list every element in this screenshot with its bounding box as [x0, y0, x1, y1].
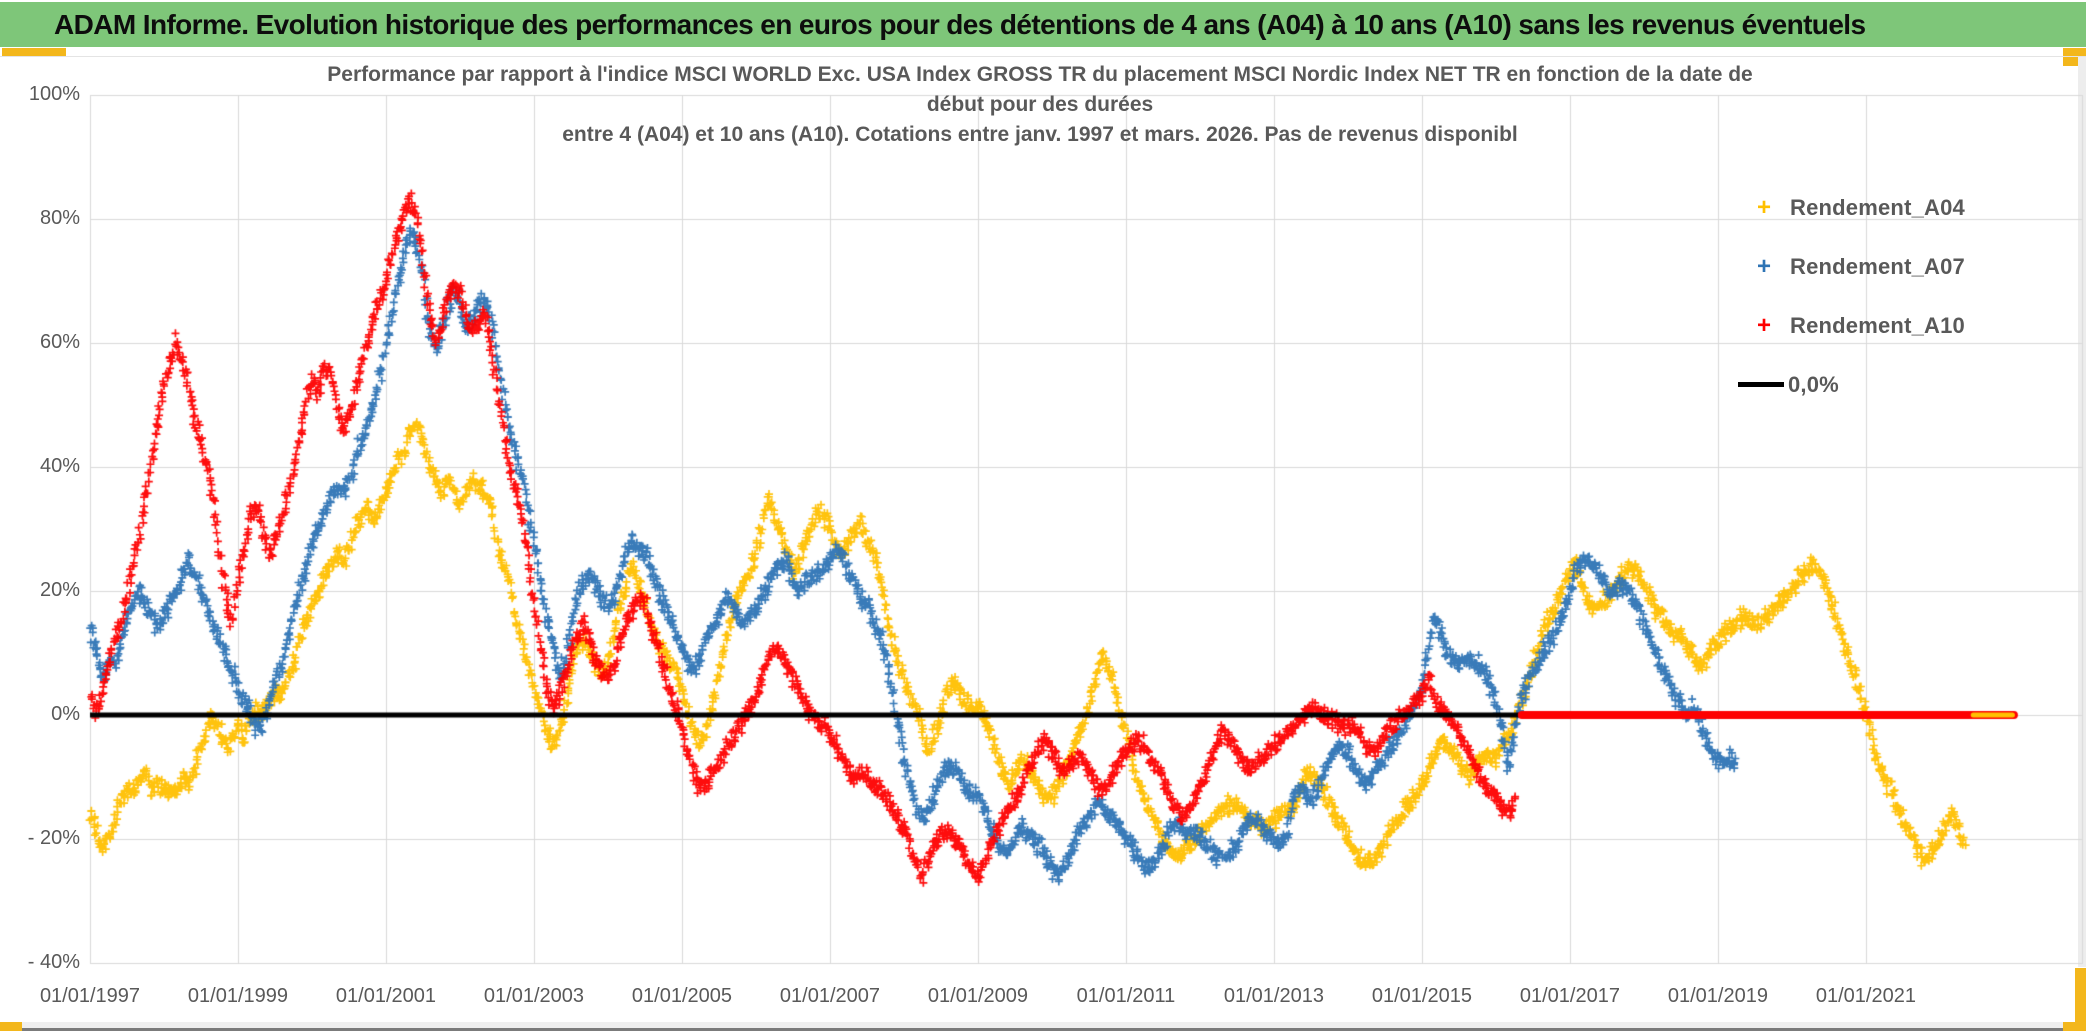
- y-tick-label: 60%: [39, 331, 80, 353]
- y-tick-label: 80%: [39, 207, 80, 229]
- chart-title-line1: Performance par rapport à l'indice MSCI …: [327, 63, 1753, 86]
- legend-plus-marker-icon: +: [1756, 252, 1771, 280]
- y-tick-label: - 20%: [27, 827, 80, 849]
- chart-legend: + Rendement_A04 + Rendement_A07 + Rendement_A…: [1738, 178, 1965, 414]
- horizontal-scroll-track[interactable]: [22, 1022, 2063, 1028]
- legend-label: Rendement_A10: [1790, 312, 1965, 338]
- x-tick-label: 01/01/2013: [1223, 985, 1324, 1007]
- x-tick-label: 01/01/2001: [335, 985, 437, 1007]
- accent-bottom-left[interactable]: [0, 1022, 22, 1031]
- chart-title: Performance par rapport à l'indice MSCI …: [120, 60, 1960, 150]
- legend-label: Rendement_A04: [1790, 194, 1965, 220]
- y-tick-label: 0%: [51, 703, 80, 725]
- x-tick-label: 01/01/2011: [1076, 985, 1176, 1007]
- x-tick-label: 01/01/1999: [187, 985, 289, 1007]
- legend-item[interactable]: 0,0%: [1738, 355, 1965, 414]
- y-tick-label: - 40%: [27, 951, 80, 973]
- y-tick-label: 40%: [39, 455, 80, 477]
- bottom-divider: [22, 1028, 2063, 1031]
- x-tick-label: 01/01/2019: [1667, 985, 1768, 1007]
- legend-line-marker-icon: [1738, 382, 1784, 387]
- chart-title-line3: entre 4 (A04) et 10 ans (A10). Cotations…: [562, 123, 1518, 146]
- legend-label: 0,0%: [1788, 371, 1839, 397]
- y-tick-label: 100%: [28, 83, 80, 105]
- accent-bottom-right[interactable]: [2063, 1022, 2086, 1031]
- x-tick-label: 01/01/2005: [631, 985, 733, 1007]
- legend-item[interactable]: + Rendement_A07: [1738, 237, 1965, 296]
- legend-item[interactable]: + Rendement_A10: [1738, 296, 1965, 355]
- x-tick-label: 01/01/2017: [1519, 985, 1620, 1007]
- legend-item[interactable]: + Rendement_A04: [1738, 178, 1965, 237]
- chart-title-line2: début pour des durées: [926, 93, 1154, 116]
- legend-plus-marker-icon: +: [1756, 193, 1771, 221]
- legend-label: Rendement_A07: [1790, 253, 1965, 279]
- x-tick-label: 01/01/1997: [39, 985, 141, 1007]
- vertical-scroll-thumb[interactable]: [2075, 968, 2086, 1031]
- y-tick-label: 20%: [39, 579, 80, 601]
- legend-plus-marker-icon: +: [1756, 311, 1771, 339]
- x-tick-label: 01/01/2009: [927, 985, 1028, 1007]
- x-tick-label: 01/01/2015: [1371, 985, 1472, 1007]
- x-tick-label: 01/01/2007: [779, 985, 881, 1007]
- x-tick-label: 01/01/2003: [483, 985, 585, 1007]
- x-tick-label: 01/01/2021: [1815, 985, 1916, 1007]
